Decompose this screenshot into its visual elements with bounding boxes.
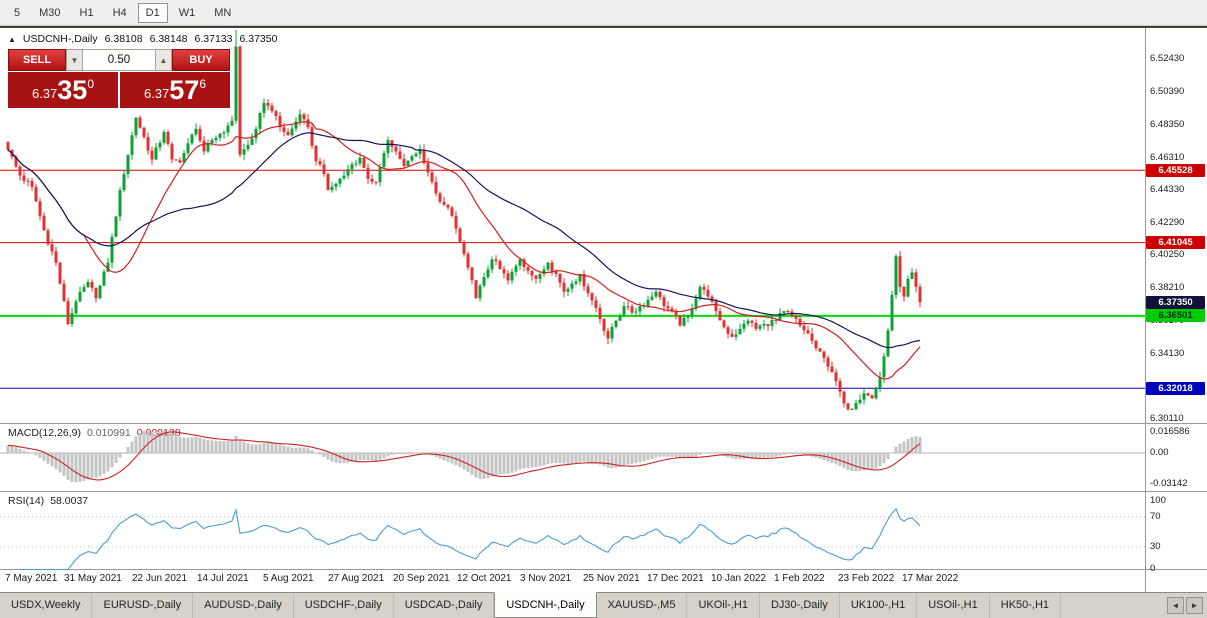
bid-main-digits: 35 xyxy=(57,75,88,105)
hline-price-badge: 6.36501 xyxy=(1146,309,1205,323)
timeframe-button-h4[interactable]: H4 xyxy=(112,6,127,19)
hline-price-badge: 6.45528 xyxy=(1146,163,1205,177)
chart-tab-uk100-h1[interactable]: UK100-,H1 xyxy=(840,593,918,618)
x-axis-date-label: 1 Feb 2022 xyxy=(774,573,825,584)
y-axis-tick: 6.50390 xyxy=(1150,85,1185,97)
ask-price-display[interactable]: 6.37 57 6 xyxy=(120,72,230,108)
timeframe-toolbar: 5 M30 H1 H4 D1 W1 MN xyxy=(0,0,1207,26)
volume-increase-button[interactable]: ▲ xyxy=(155,49,172,71)
macd-axis-zero: 0.00 xyxy=(1150,447,1169,458)
macd-axis-bottom: -0.03142 xyxy=(1150,478,1188,489)
rsi-value: 58.0037 xyxy=(50,495,89,507)
y-axis-tick: 6.52430 xyxy=(1150,52,1185,64)
timeframe-button-d1[interactable]: D1 xyxy=(137,2,168,23)
rsi-name: RSI(14) xyxy=(8,495,45,507)
bid-prefix: 6.37 xyxy=(31,86,58,101)
y-axis-tick: 6.38210 xyxy=(1150,282,1185,294)
y-axis-tick: 6.30110 xyxy=(1150,412,1184,424)
rsi-axis-70: 70 xyxy=(1150,510,1161,522)
volume-decrease-button[interactable]: ▼ xyxy=(66,49,83,71)
chart-tab-audusd-daily[interactable]: AUDUSD-,Daily xyxy=(193,593,294,618)
chart-tab-ukoil-h1[interactable]: UKOil-,H1 xyxy=(687,593,760,618)
x-axis-date-label: 17 Dec 2021 xyxy=(647,573,704,584)
volume-input[interactable]: 0.50 xyxy=(83,49,155,71)
x-axis-date-label: 3 Nov 2021 xyxy=(520,573,572,584)
y-axis-tick: 6.34130 xyxy=(1150,348,1185,360)
chart-tab-usoil-h1[interactable]: USOil-,H1 xyxy=(917,593,990,618)
tab-scroll-controls: ◄ ► xyxy=(1167,593,1207,618)
buy-button[interactable]: BUY xyxy=(172,49,230,71)
y-axis-tick: 6.46310 xyxy=(1150,151,1185,163)
x-axis-date-label: 5 Aug 2021 xyxy=(263,573,314,584)
chart-tab-xauusd-m5[interactable]: XAUUSD-,M5 xyxy=(597,593,688,618)
hline-price-badge: 6.32018 xyxy=(1146,381,1205,395)
hline-price-badge: 6.41045 xyxy=(1146,236,1205,250)
ohlc-close: 6.37350 xyxy=(239,33,278,45)
macd-axis-top: 0.016586 xyxy=(1150,426,1190,437)
chart-tab-dj30-daily[interactable]: DJ30-,Daily xyxy=(760,593,840,618)
ohlc-low: 6.37133 xyxy=(194,33,233,45)
timeframe-button-m30[interactable]: M30 xyxy=(39,6,61,19)
chart-tab-usdx-weekly[interactable]: USDX,Weekly xyxy=(0,593,93,618)
sell-button[interactable]: SELL xyxy=(8,49,66,71)
y-axis-tick: 6.48350 xyxy=(1150,118,1185,130)
tabs-scroll-left-button[interactable]: ◄ xyxy=(1167,597,1184,614)
chart-symbol-label: USDCNH-,Daily xyxy=(22,33,98,45)
x-axis-date-label: 27 Aug 2021 xyxy=(328,573,385,584)
ask-main-digits: 57 xyxy=(169,75,200,105)
x-axis-date-label: 10 Jan 2022 xyxy=(711,573,767,584)
x-axis-date-label: 23 Feb 2022 xyxy=(838,573,895,584)
x-axis-date-label: 14 Jul 2021 xyxy=(197,573,249,584)
x-axis-date-label: 22 Jun 2021 xyxy=(132,573,188,584)
ask-sup-digit: 6 xyxy=(199,77,207,91)
macd-value: 0.010991 xyxy=(86,427,131,439)
one-click-collapse-icon[interactable]: ▲ xyxy=(8,34,16,44)
chart-tab-bar: USDX,Weekly EURUSD-,Daily AUDUSD-,Daily USD… xyxy=(0,592,1207,618)
y-axis-tick: 6.40250 xyxy=(1150,249,1185,261)
chart-tab-eurusd-daily[interactable]: EURUSD-,Daily xyxy=(92,593,194,618)
x-axis-date-label: 25 Nov 2021 xyxy=(583,573,640,584)
timeframe-button-5[interactable]: 5 xyxy=(14,6,21,19)
chart-tab-usdchf-daily[interactable]: USDCHF-,Daily xyxy=(294,593,394,618)
rsi-axis-0: 0 xyxy=(1150,563,1156,574)
ohlc-open: 6.38108 xyxy=(104,33,143,45)
tabs-scroll-right-button[interactable]: ► xyxy=(1186,597,1203,614)
bid-sup-digit: 0 xyxy=(87,77,95,91)
ohlc-high: 6.38148 xyxy=(149,33,188,45)
x-axis-date-label: 31 May 2021 xyxy=(64,573,122,584)
chart-tab-usdcnh-daily[interactable]: USDCNH-,Daily xyxy=(494,592,597,618)
one-click-trading-panel: SELL ▼ 0.50 ▲ BUY 6.37 35 0 6.37 57 6 xyxy=(8,49,230,108)
y-axis-tick: 6.44330 xyxy=(1150,183,1185,195)
bid-price-display[interactable]: 6.37 35 0 xyxy=(8,72,118,108)
y-axis-tick: 6.42290 xyxy=(1150,216,1185,228)
x-axis-date-label: 12 Oct 2021 xyxy=(457,573,512,584)
chart-header: ▲ USDCNH-,Daily 6.38108 6.38148 6.37133 … xyxy=(8,33,277,45)
timeframe-button-mn[interactable]: MN xyxy=(214,6,232,19)
timeframe-button-w1[interactable]: W1 xyxy=(178,6,196,19)
timeframe-button-h1[interactable]: H1 xyxy=(79,6,94,19)
current-price-badge: 6.37350 xyxy=(1146,295,1205,309)
x-axis-date-label: 7 May 2021 xyxy=(5,573,58,584)
ask-prefix: 6.37 xyxy=(143,86,170,101)
x-axis-date-label: 20 Sep 2021 xyxy=(393,573,450,584)
macd-name: MACD(12,26,9) xyxy=(8,427,81,439)
chart-tab-usdcad-daily[interactable]: USDCAD-,Daily xyxy=(394,593,495,618)
x-axis-date-label: 17 Mar 2022 xyxy=(902,573,959,584)
rsi-axis-100: 100 xyxy=(1150,495,1166,506)
rsi-axis-30: 30 xyxy=(1150,540,1161,552)
rsi-label: RSI(14) 58.0037 xyxy=(8,495,88,507)
chart-tab-hk50-h1[interactable]: HK50-,H1 xyxy=(990,593,1062,618)
